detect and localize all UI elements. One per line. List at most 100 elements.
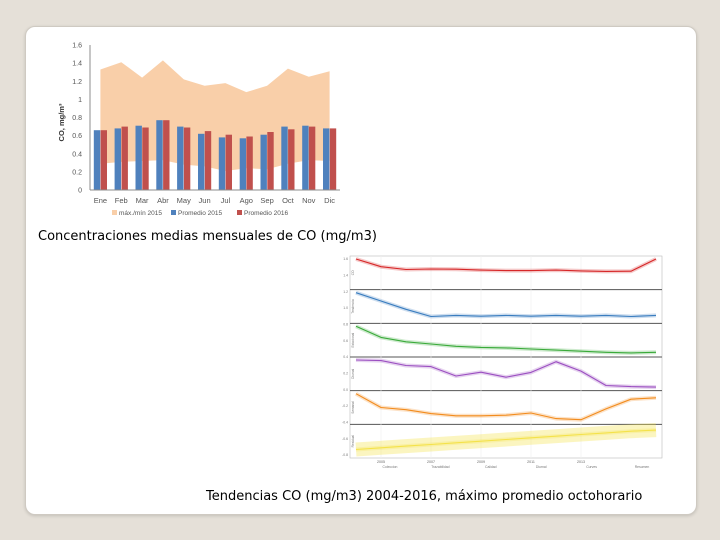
trend-line-tendencia [355, 292, 657, 318]
legend-layer: máx./mín 2015 Promedio 2015 Promedio 2016 [112, 210, 288, 217]
co-trend-decomposition-chart: CO Tendencia Estacional Diurnal Semanal Resid… [342, 255, 663, 469]
bar-promedio-2015-oct [281, 126, 288, 190]
bar-promedio-2016-abr [163, 120, 170, 190]
bar-promedio-2016-may [183, 127, 191, 190]
monthly-co-bar-chart: 0 0.2 0.4 0.6 0.8 1 1.2 1.4 1.6 Ene Feb Mar Abr May Ju… [57, 43, 340, 217]
bar-promedio-2015-mar [135, 125, 142, 190]
max-min-2015-area [100, 60, 330, 171]
y-tick-label: 0.0 [343, 388, 348, 392]
y-tick-label: 0.4 [343, 355, 348, 359]
bar-promedio-2015-ago [239, 138, 247, 190]
bar-promedio-2015-ene [93, 130, 101, 190]
bar-promedio-2015-sep [260, 134, 267, 190]
y-tick-label: 0.6 [72, 133, 82, 140]
y-tick-label: 0.8 [72, 115, 82, 122]
legend-swatch [171, 210, 176, 215]
y-tick-label: 0.8 [343, 323, 348, 327]
trend-lines-layer: CO Tendencia Estacional Diurnal Semanal Resid… [351, 257, 657, 457]
x-tick-label: 2007 [427, 460, 435, 464]
panel-label: Semanal [351, 401, 355, 414]
bar-promedio-2016-ene [100, 130, 107, 190]
x-tick-label: 2011 [527, 460, 535, 464]
bar-promedio-2015-jul [218, 137, 226, 190]
trend-line-semanal [355, 393, 657, 421]
y-tick-label: -0.4 [342, 421, 348, 425]
bottom-axis-label: Calidad [485, 465, 497, 469]
bar-promedio-2015-may [177, 126, 184, 190]
y-tick-label: 1.4 [343, 274, 348, 278]
bottom-axis-label: Curves [586, 465, 597, 469]
panel-label: Residual [351, 435, 355, 448]
bar-promedio-2015-abr [156, 120, 163, 190]
x-tick-label: 2013 [577, 460, 585, 464]
trend-line-estacional [355, 325, 657, 354]
x-tick-label: Sep [260, 196, 273, 205]
x-tick-label: 2005 [377, 460, 385, 464]
bottom-axis-label: Resumen [635, 465, 650, 469]
y-tick-label: 1.6 [343, 257, 348, 261]
x-tick-label: Mar [136, 196, 149, 205]
trend-line-residual [355, 429, 657, 451]
y-tick-label: -0.6 [342, 437, 348, 441]
x-tick-label: Oct [282, 196, 295, 205]
y-axis-label: CO, mg/m³ [57, 103, 66, 141]
x-tick-label: May [177, 196, 191, 205]
y-tick-label: 1.6 [72, 43, 82, 50]
x-tick-label: Ene [94, 196, 107, 205]
bar-promedio-2016-dic [329, 128, 337, 190]
x-tick-label: Nov [302, 196, 316, 205]
legend-swatch [112, 210, 117, 215]
legend-swatch [237, 210, 242, 215]
legend-label: Promedio 2016 [244, 210, 288, 217]
x-tick-label: Jun [199, 196, 211, 205]
panel-label: Diurnal [351, 368, 355, 378]
y-tick-label: -0.8 [342, 453, 348, 457]
bar-promedio-2016-oct [288, 129, 295, 190]
bar-promedio-2016-ago [246, 136, 253, 190]
y-tick-label: 0.2 [343, 372, 348, 376]
bar-promedio-2016-nov [308, 126, 316, 190]
trend-line-diurnal [355, 359, 657, 388]
y-tick-label: 0.4 [72, 151, 82, 158]
bar-promedio-2016-jun [204, 131, 212, 190]
panels-frame [349, 255, 663, 459]
y-tick-label: 1.2 [72, 79, 82, 86]
bar-promedio-2016-feb [121, 126, 128, 190]
y-tick-label: 0 [78, 188, 82, 195]
bar-promedio-2015-feb [114, 128, 121, 190]
trend-axes-layer: 1.6 1.4 1.2 1.0 0.8 0.6 0.4 0.2 0.0 -0.2 -0.4 -0.6 -… [342, 257, 649, 469]
bar-promedio-2015-jun [198, 133, 205, 190]
bars-layer [93, 120, 337, 190]
bar-promedio-2015-nov [302, 125, 309, 190]
bottom-axis-label: Coleccion [383, 465, 398, 469]
bar-promedio-2016-mar [142, 127, 149, 190]
top-chart-caption: Concentraciones medias mensuales de CO (… [38, 229, 377, 244]
bar-promedio-2015-dic [323, 128, 330, 190]
y-tick-label: 0.2 [72, 169, 82, 176]
y-tick-label: 0.6 [343, 339, 348, 343]
panel-label: CO [351, 270, 355, 275]
max-min-2015-band-layer [100, 60, 330, 171]
panel-label: Tendencia [351, 299, 355, 314]
y-tick-label: 1 [78, 97, 82, 104]
x-tick-label: Abr [157, 196, 169, 205]
bar-promedio-2016-jul [225, 134, 232, 190]
panel-label: Estacional [351, 333, 355, 348]
legend-label: Promedio 2015 [178, 210, 222, 217]
x-tick-label: Jul [221, 196, 231, 205]
bottom-axis-label: Trazabilidad [431, 465, 449, 469]
y-tick-label: 1.2 [343, 290, 348, 294]
x-tick-label: 2009 [477, 460, 485, 464]
x-tick-label: Ago [240, 196, 253, 205]
y-tick-label: 1.4 [72, 61, 82, 68]
axes-layer: 0 0.2 0.4 0.6 0.8 1 1.2 1.4 1.6 Ene Feb Mar Abr May Ju… [57, 43, 340, 205]
bottom-chart-caption: Tendencias CO (mg/m3) 2004-2016, máximo … [206, 489, 643, 504]
legend-label: máx./mín 2015 [119, 210, 162, 217]
trend-line-co [355, 258, 657, 272]
x-tick-label: Dic [324, 196, 335, 205]
bottom-axis-label: Diurnal [536, 465, 547, 469]
y-tick-label: 1.0 [343, 306, 348, 310]
bar-promedio-2016-sep [267, 132, 274, 190]
y-tick-label: -0.2 [342, 404, 348, 408]
x-tick-label: Feb [115, 196, 128, 205]
